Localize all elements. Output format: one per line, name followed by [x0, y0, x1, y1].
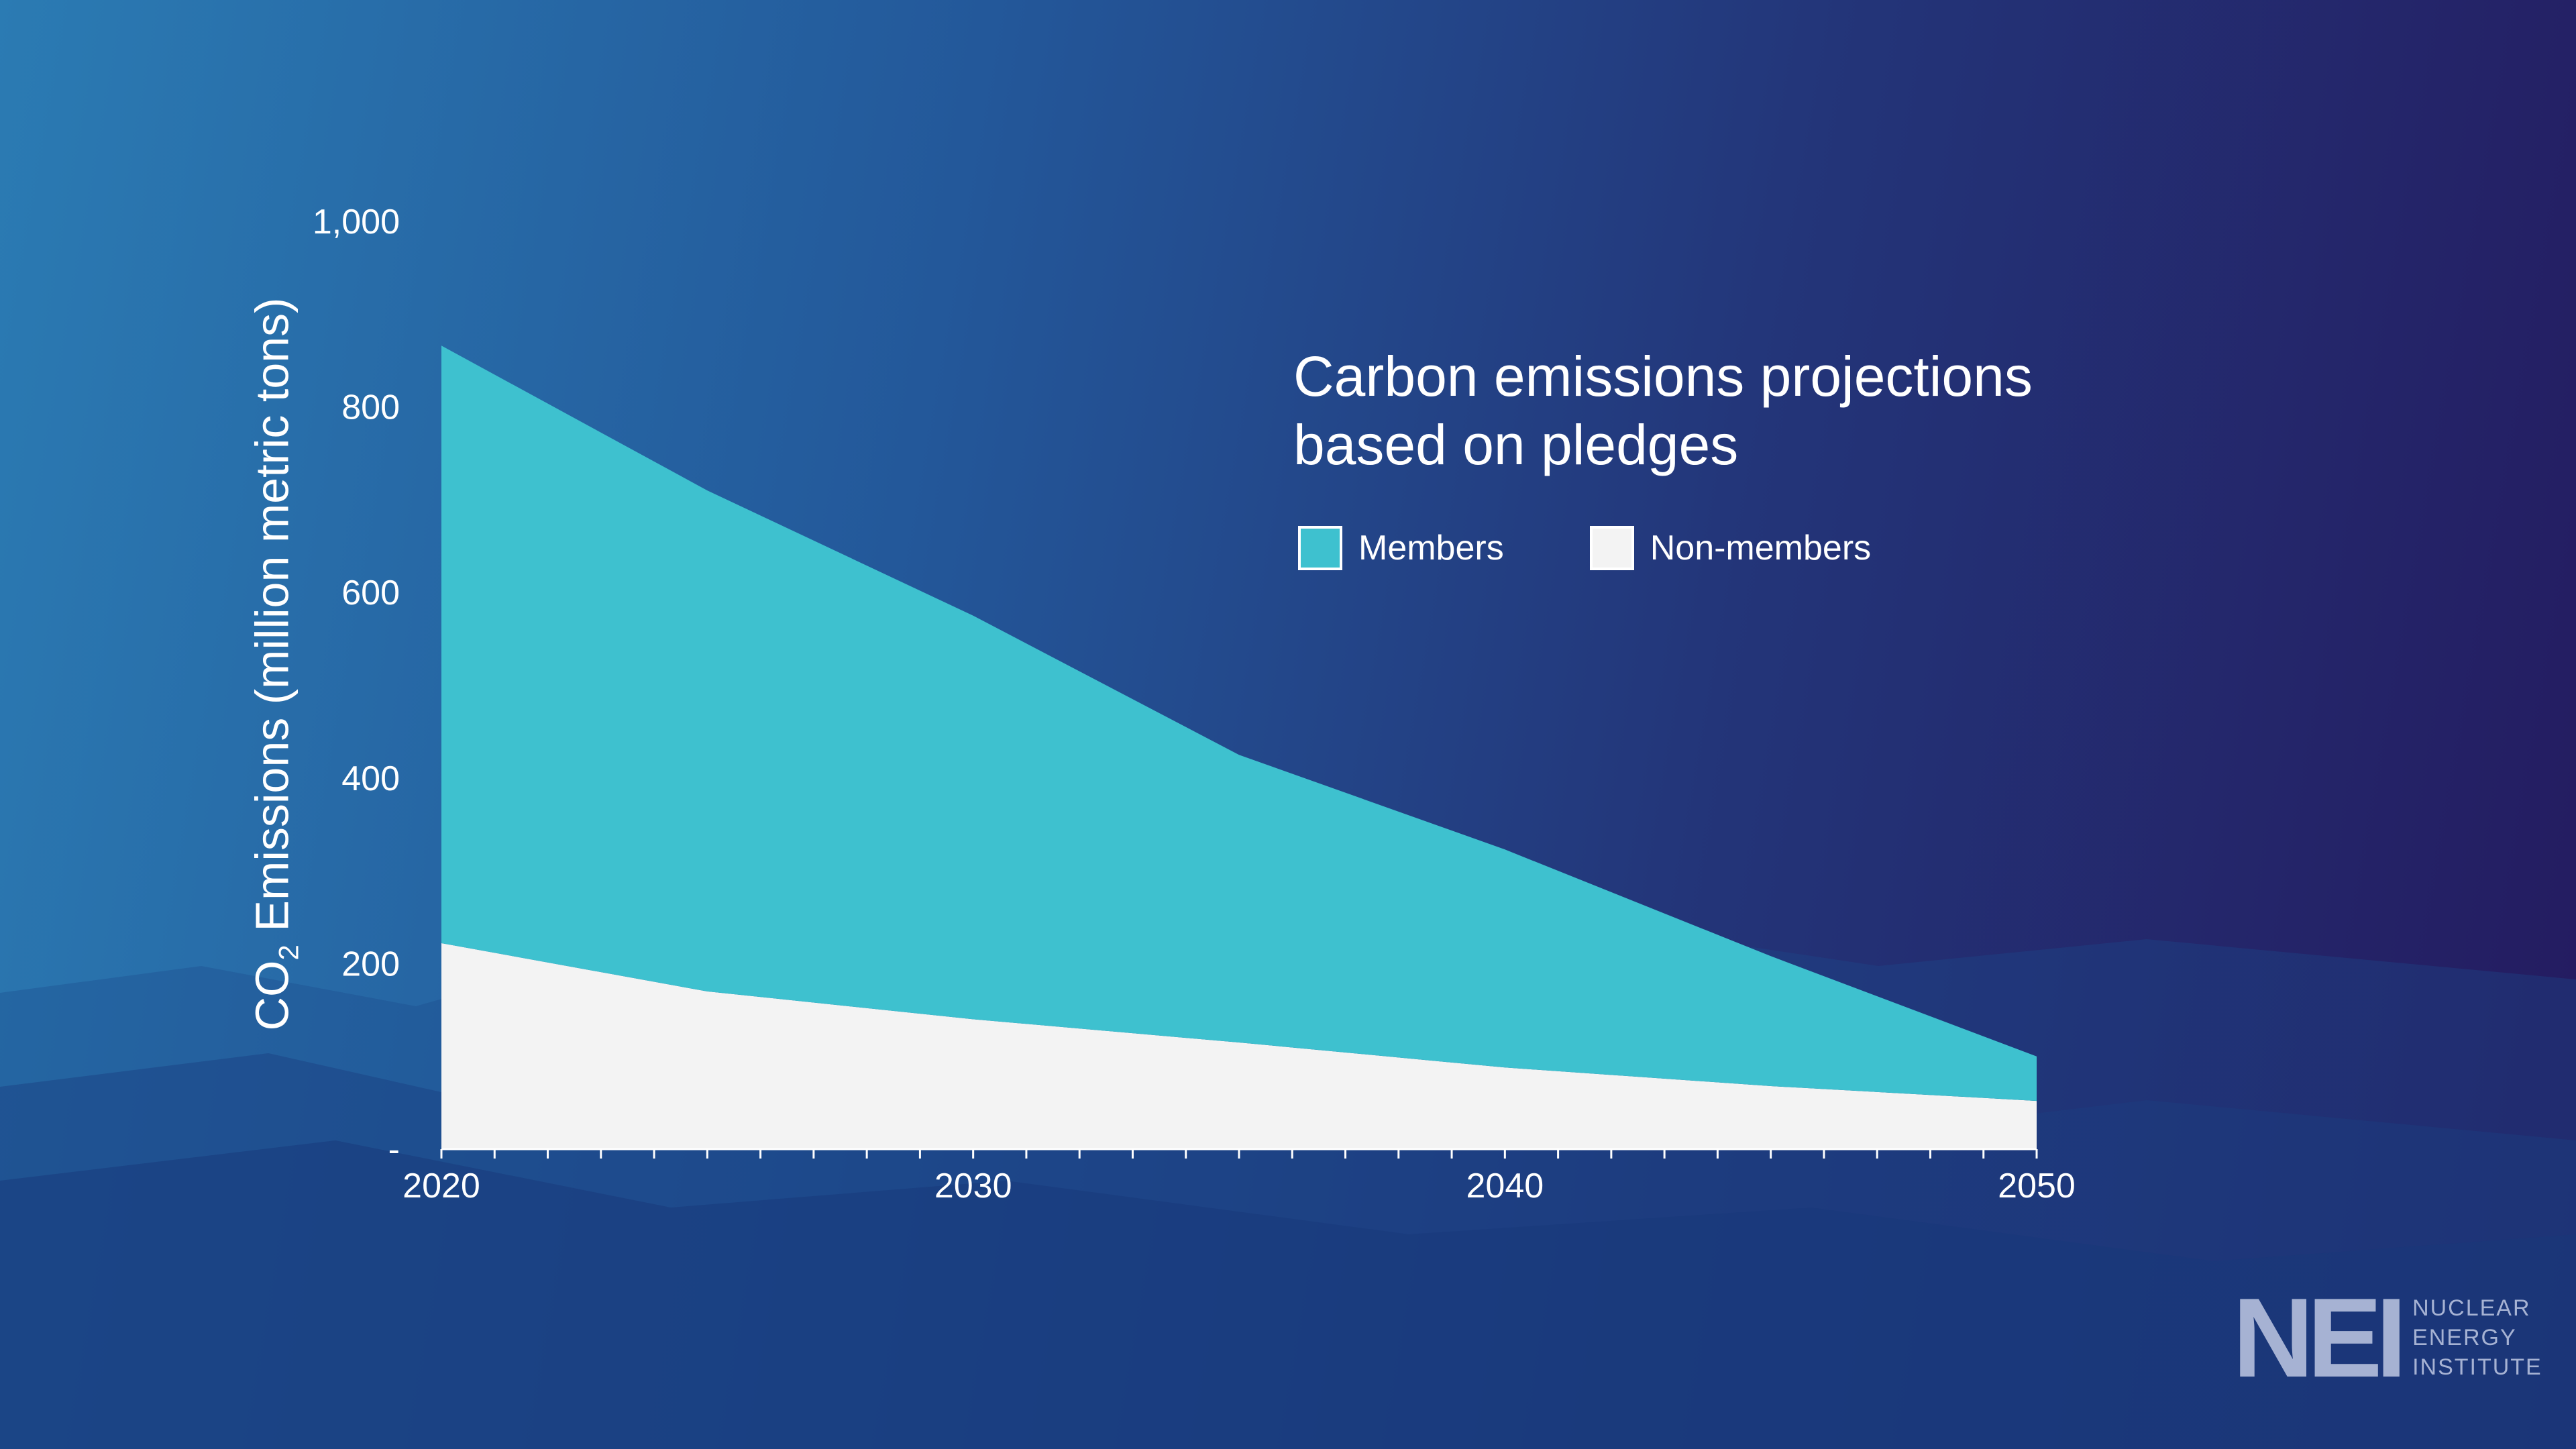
x-tick-label: 2040: [1466, 1167, 1544, 1205]
legend-item-non-members: Non-members: [1589, 526, 1872, 570]
y-axis-label-rest: Emissions (million metric tons): [246, 297, 299, 945]
y-tick-label: 800: [341, 388, 400, 427]
chart-title: Carbon emissions projections based on pl…: [1293, 342, 2165, 479]
y-tick-label: 1,000: [313, 203, 400, 241]
x-tick-label: 2030: [934, 1167, 1012, 1205]
chart-title-line-2: based on pledges: [1293, 413, 1739, 476]
nei-logo: NEI NUCLEAR ENERGY INSTITUTE: [2233, 1281, 2542, 1394]
logo-text: NUCLEAR ENERGY INSTITUTE: [2412, 1293, 2542, 1382]
y-axis-label-main: CO: [246, 960, 299, 1031]
logo-line-2: ENERGY: [2412, 1325, 2517, 1350]
logo-mark: NEI: [2233, 1275, 2407, 1401]
y-tick-label: 200: [341, 945, 400, 983]
y-axis-label-subscript: 2: [272, 945, 305, 961]
x-tick-label: 2020: [402, 1167, 480, 1205]
legend-label-members: Members: [1358, 529, 1504, 568]
legend-label-non-members: Non-members: [1650, 529, 1872, 568]
y-tick-label: 600: [341, 574, 400, 612]
legend-item-members: Members: [1298, 526, 1504, 570]
legend-swatch-non-members: [1589, 526, 1634, 570]
area-members: [441, 345, 2037, 1102]
logo-line-1: NUCLEAR: [2412, 1295, 2531, 1321]
legend-swatch-members: [1298, 526, 1342, 570]
logo-line-3: INSTITUTE: [2412, 1354, 2542, 1380]
y-tick-label: -: [388, 1130, 400, 1169]
x-tick-label: 2050: [1998, 1167, 2076, 1205]
chart-title-line-1: Carbon emissions projections: [1293, 345, 2033, 408]
y-axis-label: CO2 Emissions (million metric tons): [246, 298, 305, 1031]
y-tick-label: 400: [341, 759, 400, 798]
area-non-members: [441, 943, 2037, 1149]
chart-legend: Members Non-members: [1298, 526, 1957, 570]
